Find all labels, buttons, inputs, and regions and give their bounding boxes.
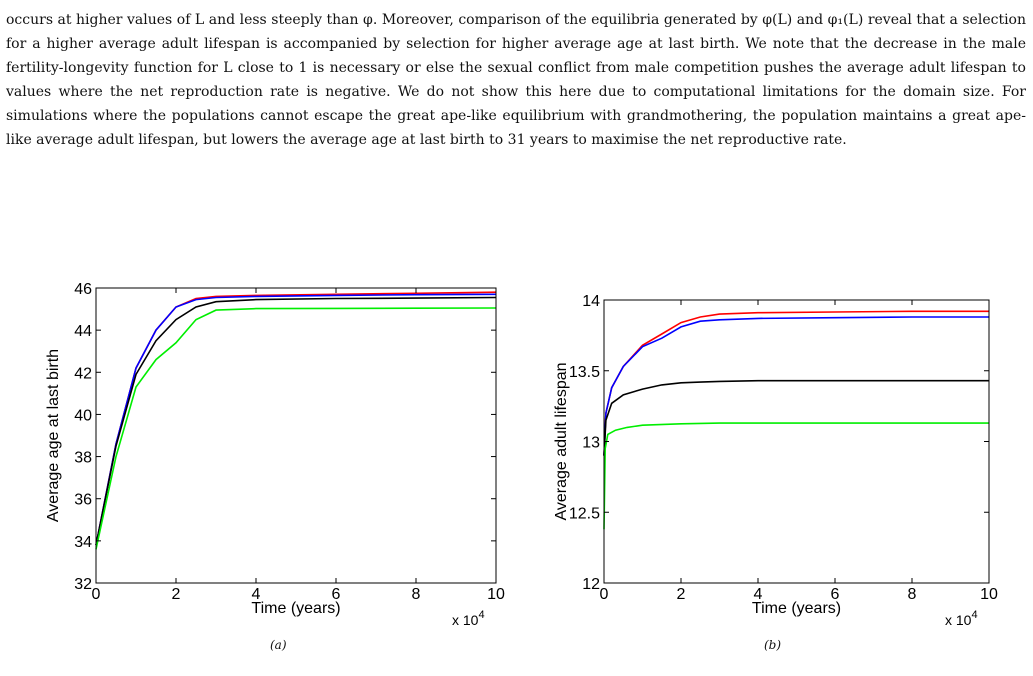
a-series-green bbox=[95, 307, 497, 550]
b-ytick-label: 12.5 bbox=[569, 505, 600, 522]
b-x-multiplier: x 104 bbox=[945, 609, 978, 628]
a-ylabel: Average age at last birth bbox=[45, 349, 62, 522]
a-x-multiplier: x 104 bbox=[452, 609, 485, 628]
b-ytick-label: 14 bbox=[582, 293, 600, 310]
a-series-blue bbox=[95, 293, 497, 546]
a-ytick-label: 44 bbox=[74, 323, 92, 340]
chart-adult-lifespan: 0 2 4 6 8 10 12 12.5 13 13.5 14 Time (years) Average… bbox=[553, 293, 998, 628]
b-ytick-label: 13.5 bbox=[569, 364, 600, 381]
b-xtick-label: 8 bbox=[908, 586, 917, 603]
caption-a: (a) bbox=[270, 638, 287, 652]
a-xtick-label: 4 bbox=[252, 586, 261, 603]
b-series-red bbox=[603, 310, 989, 456]
b-series-blue bbox=[603, 316, 989, 456]
a-ytick-label: 42 bbox=[74, 365, 92, 382]
a-ytick-label: 36 bbox=[74, 492, 92, 509]
a-xtick-label: 0 bbox=[92, 586, 101, 603]
b-xtick-label: 4 bbox=[754, 586, 763, 603]
b-xtick-label: 2 bbox=[677, 586, 686, 603]
b-ytick-label: 13 bbox=[582, 435, 600, 452]
a-ytick-label: 38 bbox=[74, 450, 92, 467]
a-ytick-label: 34 bbox=[74, 534, 92, 551]
paragraph-text: occurs at higher values of L and less st… bbox=[6, 12, 1026, 148]
a-ytick-label: 40 bbox=[74, 407, 92, 424]
b-xtick-label: 6 bbox=[831, 586, 840, 603]
a-ytick-label: 32 bbox=[74, 576, 92, 593]
caption-b: (b) bbox=[764, 638, 782, 652]
b-xtick-label: 10 bbox=[980, 586, 998, 603]
a-xtick-label: 2 bbox=[172, 586, 181, 603]
b-plot-frame bbox=[603, 299, 990, 584]
a-xtick-label: 8 bbox=[412, 586, 421, 603]
a-xlabel: Time (years) bbox=[251, 600, 340, 617]
b-ylabel: Average adult lifespan bbox=[553, 362, 570, 520]
a-plot-frame bbox=[95, 287, 497, 584]
a-series-black bbox=[95, 296, 497, 546]
a-ytick-label: 46 bbox=[74, 281, 92, 298]
a-xtick-label: 10 bbox=[487, 586, 505, 603]
b-series-green bbox=[603, 422, 989, 530]
b-ytick-label: 12 bbox=[582, 576, 600, 593]
a-xtick-label: 6 bbox=[332, 586, 341, 603]
b-xtick-label: 0 bbox=[600, 586, 609, 603]
b-series-black bbox=[603, 379, 989, 456]
body-paragraph: occurs at higher values of L and less st… bbox=[6, 8, 1026, 152]
b-xlabel: Time (years) bbox=[752, 600, 841, 617]
